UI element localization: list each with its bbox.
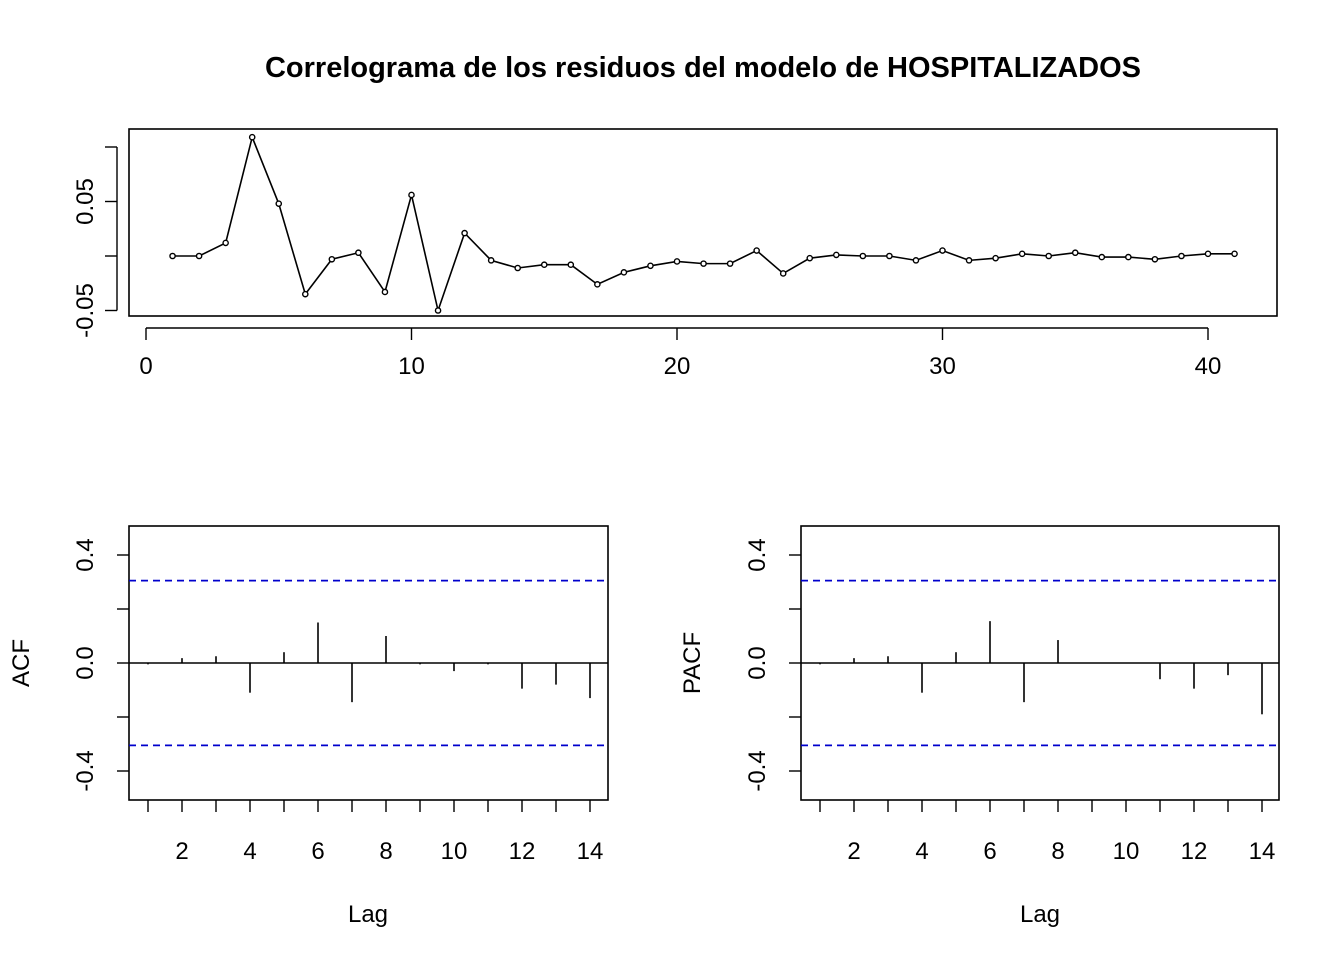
residual-point	[514, 264, 522, 272]
residual-point	[992, 254, 999, 262]
residual-point	[1231, 250, 1238, 258]
residual-point	[833, 251, 840, 259]
y-tick-label: 0.4	[72, 538, 99, 571]
x-tick-label: 14	[1249, 838, 1276, 865]
residual-point	[939, 247, 946, 254]
residual-point	[1151, 255, 1159, 263]
residual-point	[753, 247, 760, 254]
y-tick-label: 0.05	[72, 178, 99, 225]
residual-point	[673, 258, 681, 265]
residual-point	[222, 239, 229, 247]
x-axis-label: Lag	[348, 901, 388, 928]
residual-point	[1045, 252, 1052, 260]
residual-point	[381, 288, 389, 296]
x-tick-label: 0	[139, 353, 152, 380]
residual-point	[275, 200, 283, 207]
residual-point	[434, 307, 442, 314]
y-axis-label: ACF	[8, 639, 35, 687]
x-tick-label: 20	[664, 353, 691, 380]
residual-point	[912, 257, 920, 264]
residual-point	[540, 261, 548, 269]
residual-point	[859, 252, 867, 260]
residuals-line-panel: 0 10 20 30 40 -0.05 0.05	[72, 128, 1278, 380]
plot-frame	[128, 128, 1278, 317]
residual-point	[700, 260, 707, 267]
residual-point	[1098, 253, 1106, 261]
residual-point	[461, 229, 468, 237]
residual-point	[1071, 249, 1079, 257]
residual-point	[1018, 250, 1026, 258]
x-axis-label: Lag	[1020, 901, 1060, 928]
residual-point	[169, 252, 176, 260]
residual-point	[1125, 253, 1132, 261]
residual-point	[487, 257, 495, 264]
residual-point	[647, 262, 654, 270]
residual-point	[965, 257, 973, 264]
x-tick-label: 2	[847, 838, 860, 865]
y-axis-label: PACF	[679, 632, 706, 694]
x-tick-label: 30	[929, 353, 956, 380]
residual-point	[355, 249, 362, 257]
residual-point	[594, 281, 601, 288]
x-tick-label: 4	[243, 838, 256, 865]
x-tick-label: 8	[1051, 838, 1064, 865]
x-tick-label: 2	[175, 838, 188, 865]
y-tick-label: -0.05	[72, 283, 99, 338]
x-tick-label: 40	[1195, 353, 1222, 380]
y-tick-label: -0.4	[744, 750, 771, 791]
residual-point	[195, 252, 203, 260]
x-tick-label: 6	[311, 838, 324, 865]
x-tick-label: 12	[509, 838, 536, 865]
residual-point	[726, 260, 734, 267]
residual-point	[408, 191, 415, 199]
residual-point	[1178, 252, 1185, 260]
y-tick-label: 0.0	[744, 646, 771, 679]
x-tick-label: 6	[983, 838, 996, 865]
x-tick-label: 10	[1113, 838, 1140, 865]
y-tick-label: -0.4	[72, 750, 99, 791]
residual-series-line	[172, 134, 1235, 314]
residual-point	[806, 254, 814, 262]
x-tick-label: 4	[915, 838, 928, 865]
y-tick-label: 0.4	[744, 538, 771, 571]
residual-point	[567, 261, 575, 269]
chart-title: Correlograma de los residuos del modelo …	[265, 52, 1141, 84]
residual-point	[886, 252, 893, 260]
residual-point	[248, 133, 256, 141]
x-tick-label: 14	[577, 838, 604, 865]
residual-point	[301, 290, 309, 298]
x-tick-label: 12	[1181, 838, 1208, 865]
residual-point	[779, 270, 787, 277]
pacf-panel: Lag PACF 2 4 6 8 10 12 14 -0.4 0.0 0.4	[679, 525, 1280, 928]
y-tick-label: 0.0	[72, 646, 99, 679]
residual-point	[1204, 250, 1212, 258]
residual-point	[328, 255, 336, 263]
residual-point	[620, 269, 628, 276]
x-tick-label: 10	[398, 353, 425, 380]
x-tick-label: 8	[379, 838, 392, 865]
x-tick-label: 10	[441, 838, 468, 865]
acf-panel: Lag ACF 2 4 6 8 10 12 14 -0.4 0.0 0.4	[8, 525, 609, 928]
